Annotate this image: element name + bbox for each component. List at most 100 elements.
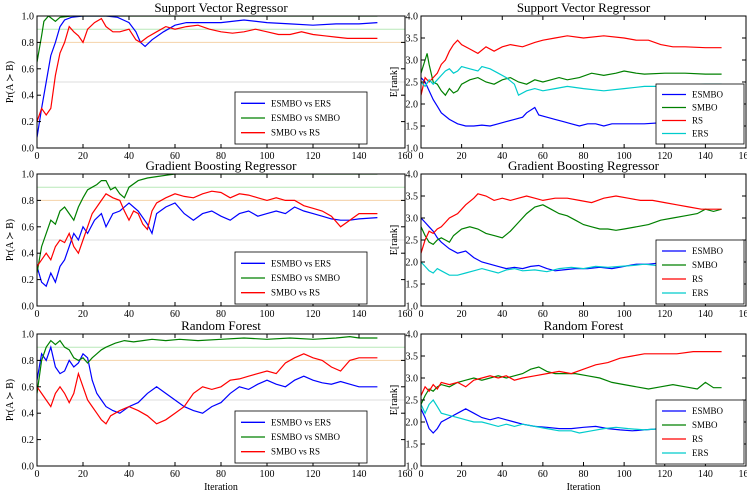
x-tick-label: 0 [419, 469, 424, 480]
x-tick-label: 80 [216, 469, 226, 480]
x-tick-label: 0 [419, 309, 424, 320]
x-tick-label: 20 [78, 309, 88, 320]
series-line-smbo-vs-rs [37, 190, 378, 267]
y-tick-label: 0.6 [22, 382, 35, 393]
x-tick-label: 100 [617, 469, 632, 480]
y-tick-label: 0.4 [22, 249, 35, 260]
series-line-smbo [421, 204, 722, 246]
x-tick-label: 100 [260, 151, 275, 162]
x-tick-label: 140 [352, 469, 367, 480]
x-tick-label: 140 [352, 151, 367, 162]
series-line-rs [421, 193, 722, 254]
x-tick-label: 60 [170, 469, 180, 480]
legend-label: SMBO vs RS [271, 288, 320, 298]
x-tick-label: 120 [657, 309, 672, 320]
chart-title: Gradient Boosting Regressor [508, 158, 660, 173]
x-tick-label: 160 [398, 469, 413, 480]
y-tick-label: 0.6 [22, 222, 35, 233]
x-tick-label: 40 [497, 469, 507, 480]
y-tick-label: 0.0 [22, 144, 35, 155]
x-tick-label: 160 [739, 309, 747, 320]
legend-label: ESMBO vs ERS [271, 98, 331, 108]
series-line-smbo [421, 366, 722, 405]
y-tick-label: 0.0 [22, 462, 35, 473]
panel-1: 0 20 40 60 80 100 120 140 160 0.0 0.2 0.4 0.6 0.8 1.0 S… [5, 0, 413, 162]
legend-label: ESMBO vs SMBO [271, 432, 341, 442]
y-tick-label: 1.0 [22, 330, 35, 341]
series-line-ers [421, 399, 722, 434]
panel-4: 0204060801001201401601.01.52.02.53.03.54… [389, 158, 747, 320]
series-line-ers [421, 65, 722, 97]
series-line-esmbo-vs-ers [37, 202, 378, 288]
y-tick-label: 1.5 [406, 440, 419, 451]
x-tick-label: 40 [124, 469, 134, 480]
y-tick-label: 0.2 [22, 117, 35, 128]
x-tick-label: 100 [260, 309, 275, 320]
x-tick-label: 80 [579, 151, 589, 162]
legend-label: ESMBO [692, 90, 724, 100]
x-tick-label: 160 [739, 469, 747, 480]
y-axis-label: Pr(A ≻ B) [5, 61, 16, 103]
chart-title: Gradient Boosting Regressor [146, 158, 298, 173]
x-tick-label: 80 [579, 309, 589, 320]
legend-label: ERS [692, 448, 709, 458]
y-tick-label: 4.0 [406, 170, 419, 181]
y-tick-label: 0.8 [22, 38, 35, 49]
x-tick-label: 0 [35, 151, 40, 162]
x-tick-label: 20 [78, 151, 88, 162]
y-tick-label: 1.0 [406, 144, 419, 155]
y-tick-label: 2.5 [406, 236, 419, 247]
y-axis-label: Pr(A ≻ B) [5, 219, 16, 261]
series-line-ers [421, 261, 722, 276]
series-line-rs [421, 351, 722, 396]
x-tick-label: 0 [35, 469, 40, 480]
y-tick-label: 2.0 [406, 258, 419, 269]
legend: ESMBO vs ERS ESMBO vs SMBO SMBO vs RS [234, 251, 368, 305]
x-tick-label: 80 [579, 469, 589, 480]
series-line-esmbo-vs-smbo [37, 335, 378, 394]
y-tick-label: 1.0 [406, 302, 419, 313]
panel-3: 0 20 40 60 80 100 120 140 160 0.0 0.2 0.4 0.6 0.8 1.0 G… [5, 158, 413, 320]
x-tick-label: 60 [170, 151, 180, 162]
y-tick-label: 3.0 [406, 56, 419, 67]
legend-label: SMBO vs RS [271, 447, 320, 457]
y-tick-label: 0.6 [22, 64, 35, 75]
y-tick-label: 0.8 [22, 356, 35, 367]
y-tick-label: 0.4 [22, 91, 35, 102]
y-axis-label: E[rank] [389, 385, 400, 416]
x-tick-label: 40 [497, 309, 507, 320]
y-tick-label: 0.4 [22, 409, 35, 420]
x-tick-label: 0 [419, 151, 424, 162]
y-tick-label: 1.0 [406, 462, 419, 473]
x-axis-label: Iteration [204, 482, 238, 493]
y-tick-label: 3.5 [406, 352, 419, 363]
x-tick-label: 140 [698, 309, 713, 320]
y-tick-label: 0.2 [22, 275, 35, 286]
x-axis-label: Iteration [567, 482, 601, 493]
y-tick-label: 2.5 [406, 396, 419, 407]
x-tick-label: 20 [457, 309, 467, 320]
x-tick-label: 80 [216, 151, 226, 162]
x-tick-label: 60 [538, 151, 548, 162]
y-tick-label: 2.0 [406, 100, 419, 111]
y-tick-label: 3.5 [406, 34, 419, 45]
x-tick-label: 60 [538, 469, 548, 480]
x-tick-label: 40 [124, 309, 134, 320]
x-tick-label: 120 [657, 469, 672, 480]
x-tick-label: 100 [617, 309, 632, 320]
legend-label: ESMBO vs ERS [271, 258, 331, 268]
y-tick-label: 4.0 [406, 12, 419, 23]
y-tick-label: 4.0 [406, 330, 419, 341]
legend-label: ESMBO vs SMBO [271, 113, 341, 123]
legend-label: ESMBO [692, 406, 724, 416]
legend-label: SMBO vs RS [271, 128, 320, 138]
x-tick-label: 60 [538, 309, 548, 320]
x-tick-label: 140 [698, 151, 713, 162]
series-line-esmbo-vs-smbo [37, 16, 378, 63]
y-tick-label: 3.0 [406, 214, 419, 225]
series-line-esmbo-vs-ers [37, 16, 378, 138]
legend-label: ESMBO [692, 246, 724, 256]
series-line-esmbo [421, 217, 722, 272]
legend: ESMBO SMBO RS ERS [655, 83, 745, 145]
x-tick-label: 160 [398, 151, 413, 162]
